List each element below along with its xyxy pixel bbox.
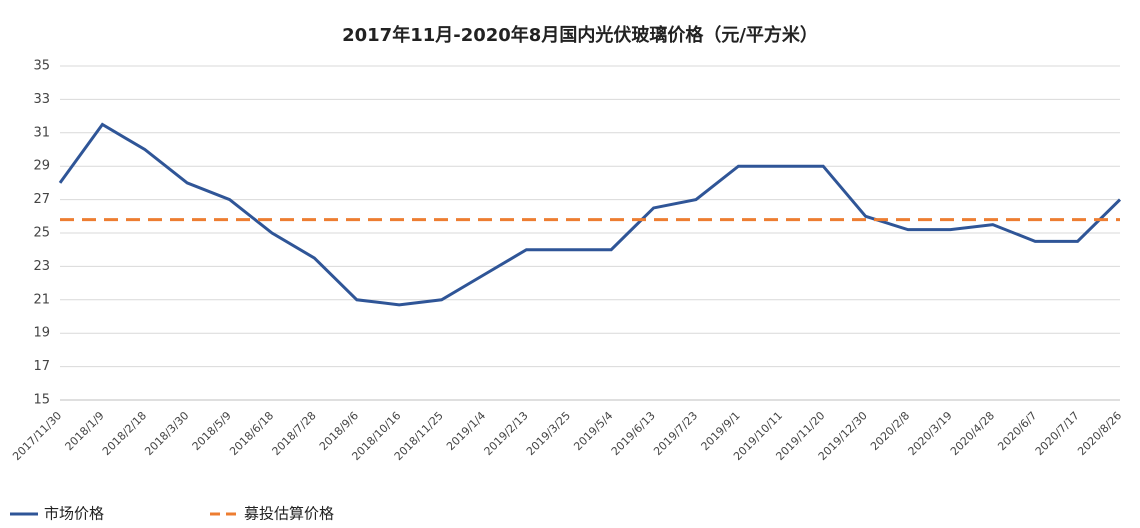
x-tick-label: 2019/9/1 <box>699 409 743 453</box>
x-tick-label: 2018/1/9 <box>63 409 107 453</box>
x-tick-label: 2018/2/18 <box>100 409 149 458</box>
x-tick-label: 2020/8/26 <box>1075 409 1124 458</box>
legend-label: 募投估算价格 <box>244 505 334 523</box>
y-tick-label: 25 <box>33 226 50 241</box>
x-tick-label: 2019/6/13 <box>609 409 658 458</box>
x-tick-label: 2018/3/30 <box>142 409 191 458</box>
x-tick-label: 2019/3/25 <box>524 409 573 458</box>
y-tick-label: 23 <box>33 259 50 274</box>
y-tick-label: 15 <box>33 393 50 408</box>
x-tick-label: 2018/7/28 <box>270 409 319 458</box>
x-tick-label: 2019/2/13 <box>482 409 531 458</box>
x-tick-label: 2018/6/18 <box>227 409 276 458</box>
y-tick-label: 33 <box>33 92 50 107</box>
legend-label: 市场价格 <box>44 505 104 523</box>
x-tick-label: 2019/7/23 <box>651 409 700 458</box>
y-tick-label: 31 <box>33 125 50 140</box>
y-tick-label: 21 <box>33 292 50 307</box>
x-tick-label: 2018/9/6 <box>317 409 361 453</box>
x-tick-label: 2020/3/19 <box>906 409 955 458</box>
x-tick-label: 2020/2/8 <box>868 409 912 453</box>
x-tick-label: 2020/4/28 <box>948 409 997 458</box>
x-tick-label: 2018/5/9 <box>190 409 234 453</box>
x-tick-label: 2019/1/4 <box>444 409 488 453</box>
series-line <box>58 122 1122 307</box>
x-tick-label: 2020/6/7 <box>995 409 1039 453</box>
y-tick-label: 19 <box>33 326 50 341</box>
x-tick-label: 2017/11/30 <box>10 409 64 463</box>
y-tick-label: 35 <box>33 59 50 74</box>
y-tick-label: 27 <box>33 192 50 207</box>
chart-title: 2017年11月-2020年8月国内光伏玻璃价格（元/平方米） <box>342 24 818 46</box>
y-tick-label: 29 <box>33 159 50 174</box>
x-tick-label: 2019/5/4 <box>571 409 615 453</box>
x-tick-label: 2020/7/17 <box>1033 409 1082 458</box>
y-tick-label: 17 <box>33 359 50 374</box>
